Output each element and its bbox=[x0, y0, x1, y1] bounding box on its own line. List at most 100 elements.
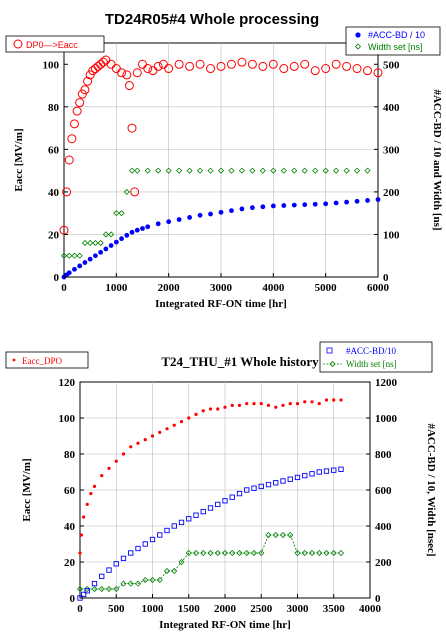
eacc-point bbox=[69, 119, 79, 129]
acc-bd-point bbox=[287, 476, 293, 482]
acc-bd-point bbox=[193, 512, 199, 518]
acc-bd-point bbox=[155, 221, 161, 227]
acc-bd-point bbox=[77, 263, 83, 269]
eacc-point bbox=[303, 400, 307, 404]
acc-bd-point bbox=[91, 580, 98, 587]
width-point bbox=[236, 549, 243, 557]
eacc-point bbox=[82, 515, 86, 519]
eacc-point bbox=[331, 59, 341, 69]
acc-bd-point bbox=[128, 550, 134, 556]
y-tick-label: 100 bbox=[43, 59, 60, 71]
width-point bbox=[60, 252, 68, 259]
legend-acc-marker bbox=[326, 347, 333, 354]
eacc-point bbox=[324, 398, 329, 402]
acc-bd-point bbox=[98, 249, 104, 255]
eacc-point bbox=[363, 66, 373, 76]
chart-2-x-ticks: 0 500 1000 1500 2000 2500 3000 3500 4000 bbox=[77, 594, 382, 615]
eacc-point bbox=[252, 402, 256, 406]
eacc-point bbox=[80, 85, 90, 95]
chart-2-legend-width: Width set [ns] bbox=[346, 359, 397, 369]
chart-2-y-label: Eacc [MV/m] bbox=[21, 458, 33, 521]
eacc-point bbox=[206, 64, 216, 74]
x-tick-label: 3000 bbox=[287, 603, 310, 615]
eacc-point bbox=[121, 452, 126, 456]
eacc-point bbox=[117, 68, 127, 78]
acc-bd-point bbox=[331, 467, 337, 473]
chart-1-legend-acc: #ACC-BD / 10 bbox=[368, 30, 425, 40]
width-point bbox=[312, 167, 319, 174]
eacc-point bbox=[122, 70, 132, 80]
acc-bd-point bbox=[166, 219, 172, 225]
eacc-point bbox=[187, 416, 191, 420]
chart-2-legend-acc: #ACC-BD/10 bbox=[346, 346, 397, 356]
acc-bd-point bbox=[82, 260, 88, 265]
eacc-point bbox=[130, 187, 140, 197]
acc-bd-point bbox=[260, 204, 266, 210]
width-point bbox=[102, 231, 109, 238]
acc-bd-point bbox=[316, 469, 322, 475]
acc-bd-point bbox=[145, 224, 151, 230]
width-point bbox=[66, 252, 73, 259]
acc-bd-point bbox=[124, 232, 130, 238]
width-point bbox=[280, 167, 287, 174]
chart-2-legend-eacc: Eacc_DPO bbox=[22, 356, 62, 366]
acc-bd-point bbox=[338, 466, 344, 472]
width-point bbox=[217, 167, 225, 174]
acc-bd-point bbox=[119, 236, 124, 242]
width-point bbox=[354, 167, 361, 174]
y-tick-label: 0 bbox=[54, 272, 60, 284]
width-point bbox=[113, 585, 120, 593]
eacc-point bbox=[114, 459, 118, 463]
width-point bbox=[108, 231, 115, 238]
width-point bbox=[258, 549, 265, 557]
acc-bd-point bbox=[176, 217, 182, 222]
y-tick-label: 100 bbox=[59, 413, 76, 425]
width-point bbox=[364, 167, 371, 174]
eacc-point bbox=[92, 484, 97, 488]
width-point bbox=[186, 167, 193, 174]
width-point bbox=[294, 549, 301, 557]
eacc-point bbox=[208, 407, 213, 411]
acc-bd-point bbox=[239, 206, 245, 212]
acc-bd-point bbox=[294, 474, 301, 481]
eacc-point bbox=[281, 403, 285, 407]
legend-eacc-marker bbox=[12, 358, 16, 362]
chart-1-y2-ticks: 0 100 200 300 400 500 bbox=[374, 59, 400, 284]
width-point bbox=[301, 549, 308, 557]
eacc-point bbox=[75, 98, 85, 108]
acc-bd-point bbox=[164, 527, 170, 534]
width-point bbox=[330, 549, 337, 557]
x-tick-label: 2500 bbox=[250, 603, 273, 615]
x-tick-label: 1000 bbox=[105, 282, 128, 294]
eacc-point bbox=[72, 106, 82, 116]
width-point bbox=[316, 549, 323, 557]
y2-tick-label: 500 bbox=[383, 59, 400, 71]
width-point bbox=[171, 567, 178, 575]
acc-bd-point bbox=[273, 480, 279, 486]
width-point bbox=[200, 549, 207, 557]
acc-bd-point bbox=[80, 591, 87, 598]
width-point bbox=[134, 167, 141, 174]
eacc-point bbox=[85, 502, 89, 506]
y2-tick-label: 800 bbox=[375, 449, 392, 461]
acc-bd-point bbox=[333, 200, 339, 206]
acc-bd-point bbox=[309, 471, 315, 477]
y2-tick-label: 100 bbox=[383, 229, 400, 241]
acc-bd-point bbox=[354, 198, 360, 204]
acc-bd-point bbox=[106, 567, 112, 573]
acc-bd-point bbox=[84, 588, 90, 594]
y2-tick-label: 600 bbox=[375, 485, 392, 497]
width-point bbox=[120, 580, 127, 587]
acc-bd-point bbox=[66, 270, 72, 276]
eacc-point bbox=[179, 420, 184, 424]
acc-bd-point bbox=[87, 256, 93, 262]
width-point bbox=[118, 210, 125, 217]
x-tick-label: 5000 bbox=[315, 282, 338, 294]
x-tick-label: 2000 bbox=[158, 282, 181, 294]
width-point bbox=[249, 167, 256, 174]
x-tick-label: 6000 bbox=[367, 282, 390, 294]
eacc-point bbox=[245, 402, 249, 406]
chart-1-y-label: Eacc [MV/m] bbox=[13, 128, 25, 191]
acc-bd-point bbox=[222, 498, 228, 504]
